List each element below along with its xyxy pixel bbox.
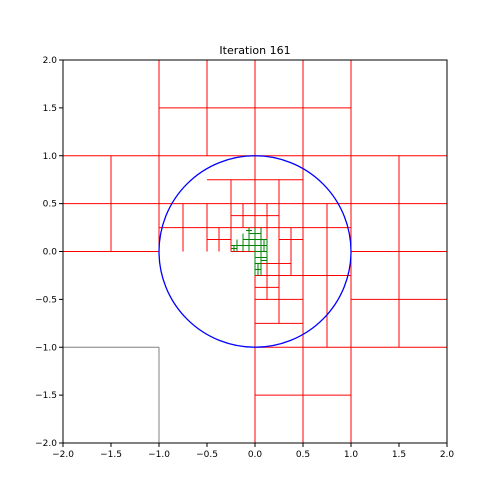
y-tick-label: 0.0 bbox=[43, 248, 58, 258]
y-tick-label: −0.5 bbox=[35, 295, 57, 305]
axes: −2.0 −1.5 −1.0 −0.5 0.0 0.5 1.0 1.5 2.0 −2.0 −1.5 −… bbox=[35, 56, 454, 460]
unit-circle bbox=[158, 155, 352, 348]
x-tick-label: −1.0 bbox=[148, 450, 170, 460]
plot-area bbox=[63, 60, 447, 443]
x-tick-label: 1.0 bbox=[344, 450, 359, 460]
y-tick-label: −2.0 bbox=[35, 439, 57, 449]
x-tick-label: 2.0 bbox=[440, 450, 455, 460]
x-tick-label: 0.0 bbox=[248, 450, 263, 460]
chart-title: Iteration 161 bbox=[219, 44, 290, 57]
x-tick-label: −2.0 bbox=[52, 450, 74, 460]
y-tick-label: 0.5 bbox=[43, 200, 57, 210]
x-tick-label: −0.5 bbox=[196, 450, 218, 460]
y-tick-label: −1.5 bbox=[35, 391, 57, 401]
x-tick-label: 0.5 bbox=[296, 450, 310, 460]
y-tick-label: −1.0 bbox=[35, 343, 57, 353]
y-tick-label: 1.5 bbox=[43, 104, 57, 114]
y-tick-label: 1.0 bbox=[43, 152, 58, 162]
x-tick-label: 1.5 bbox=[392, 450, 406, 460]
x-tick-label: −1.5 bbox=[100, 450, 122, 460]
y-tick-label: 2.0 bbox=[43, 56, 58, 66]
